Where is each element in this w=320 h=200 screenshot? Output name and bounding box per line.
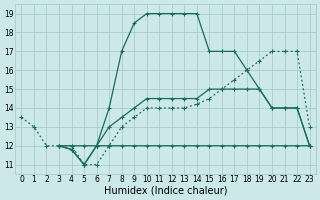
X-axis label: Humidex (Indice chaleur): Humidex (Indice chaleur) <box>104 186 227 196</box>
